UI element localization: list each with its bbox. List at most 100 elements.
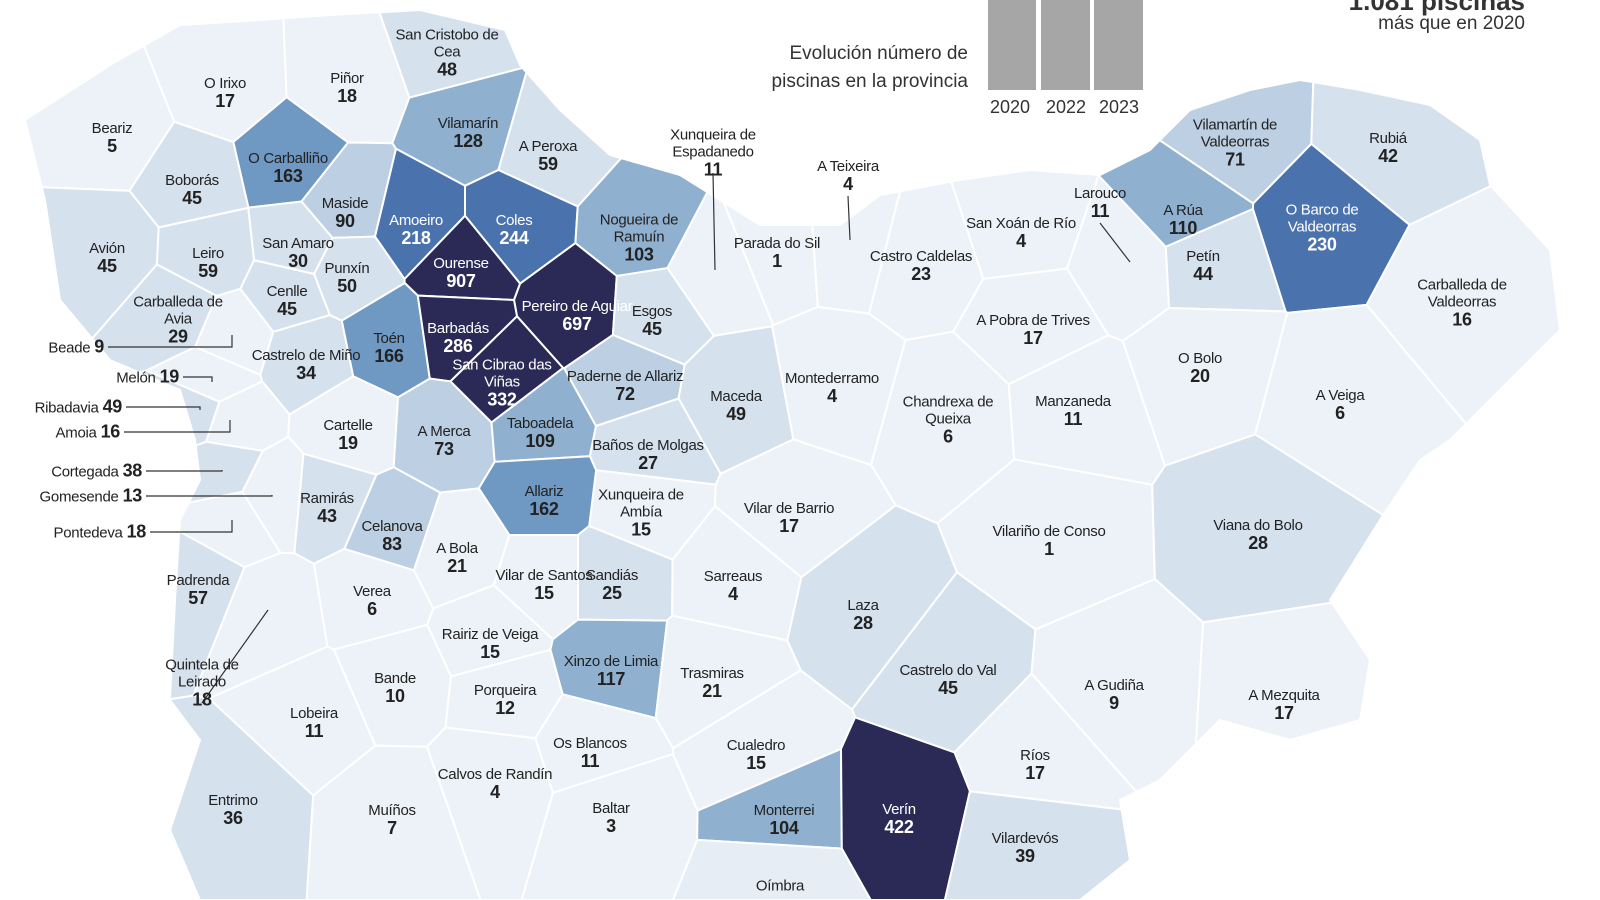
municipality-name: Sandiás xyxy=(585,567,639,584)
municipality-label: Vilar de Santos 15 xyxy=(496,567,593,603)
municipality-label: Cualedro 15 xyxy=(727,737,786,773)
municipality-name: Vilamarín xyxy=(437,115,499,132)
municipality-name: Beade xyxy=(48,339,91,357)
municipality-label: Melón 19 xyxy=(112,366,180,387)
municipality-name: Sarreaus xyxy=(703,568,763,585)
leaders xyxy=(108,172,1131,704)
municipality-name: Ramirás xyxy=(300,490,354,507)
pool-count: 422 xyxy=(884,817,914,837)
municipality-label: Petín 44 xyxy=(1186,248,1220,284)
pool-count: 30 xyxy=(288,251,308,271)
pool-count: 45 xyxy=(97,256,117,276)
municipality-name: Paderne de Allariz xyxy=(566,368,684,385)
pool-count: 57 xyxy=(188,588,208,608)
municipality-name: Vilar de Santos xyxy=(495,567,593,584)
pool-count: 45 xyxy=(182,188,202,208)
municipality-label: Calvos de Randín 4 xyxy=(438,766,553,802)
pool-count: 19 xyxy=(338,433,358,453)
municipality-label: Laza 28 xyxy=(847,597,879,633)
municipality-name: Parada do Sil xyxy=(733,235,821,252)
pool-count: 17 xyxy=(1025,763,1045,783)
pool-count: 59 xyxy=(198,261,218,281)
municipality-name: Vilariño de Conso xyxy=(992,523,1106,540)
municipality-name: Rubiá xyxy=(1369,130,1407,147)
pool-count: 21 xyxy=(447,556,467,576)
municipality-label: San Amaro 30 xyxy=(262,235,334,271)
municipality-name: O Carballiño xyxy=(248,150,328,167)
municipality-name: Oímbra xyxy=(755,877,805,895)
municipality-name: Monterrei xyxy=(753,802,815,819)
pool-count: 42 xyxy=(1378,146,1398,166)
municipality-name: Amoeiro xyxy=(389,212,443,229)
municipality-label: Porqueira 12 xyxy=(474,682,537,718)
municipality-name: A Bola xyxy=(436,540,478,557)
pool-count: 11 xyxy=(703,159,723,180)
pool-count: 4 xyxy=(728,584,738,604)
municipality-name: Rairiz de Veiga xyxy=(441,626,539,643)
pool-count: 6 xyxy=(367,599,377,619)
pool-count: 4 xyxy=(1016,231,1026,251)
evolution-bar xyxy=(1041,0,1090,90)
pool-count: 19 xyxy=(159,366,180,387)
municipality-name: A Peroxa xyxy=(518,138,578,155)
pool-count: 244 xyxy=(499,228,529,248)
municipality-label: Xunqueira de Ambía 15 xyxy=(581,487,701,540)
municipality-label: A Gudiña 9 xyxy=(1084,677,1144,713)
pool-count: 103 xyxy=(624,244,654,265)
pool-count: 43 xyxy=(317,506,337,526)
municipality xyxy=(1030,577,1205,794)
municipality xyxy=(671,838,872,900)
municipality-label: Montederramo 4 xyxy=(785,370,879,406)
municipality-name: A Veiga xyxy=(1315,387,1365,404)
leader-line xyxy=(847,195,851,241)
municipality-label: San Cibrao das Viñas 332 xyxy=(442,357,562,410)
municipality-name: Toén xyxy=(373,330,405,347)
pool-count: 17 xyxy=(779,516,799,536)
municipality xyxy=(1194,601,1372,747)
municipality-label: Padrenda 57 xyxy=(167,572,230,608)
municipality-label: Vilamarín 128 xyxy=(437,115,499,151)
pool-count: 166 xyxy=(374,346,404,366)
municipality-name: Ribadavia xyxy=(34,399,99,417)
municipality-name: Xunqueira de Espadanedo xyxy=(670,126,756,161)
municipality-name: Leiro xyxy=(192,245,224,262)
municipality-label: Trasmiras 21 xyxy=(680,665,744,701)
municipality-label: Gomesende 13 xyxy=(36,486,143,506)
municipality-name: Lobeira xyxy=(290,705,338,722)
pool-count: 15 xyxy=(631,519,651,540)
municipality-label: Pontedeva 18 xyxy=(50,522,147,542)
pool-count: 48 xyxy=(437,59,457,80)
municipality-label: Castrelo de Miño 34 xyxy=(252,347,361,383)
pool-count: 11 xyxy=(1090,201,1110,221)
pool-count: 50 xyxy=(337,276,357,296)
municipality-label: Os Blancos 11 xyxy=(553,735,627,771)
municipality xyxy=(168,694,315,900)
municipality-label: A Peroxa 59 xyxy=(518,138,578,174)
municipality-name: Taboadela xyxy=(506,415,574,432)
municipality-name: San Cibrao das Viñas xyxy=(452,356,552,391)
pool-count: 332 xyxy=(487,389,517,410)
municipality-name: Verín xyxy=(882,801,916,818)
municipality-label: Cortegada 38 xyxy=(47,461,142,481)
pool-count: 83 xyxy=(382,534,402,554)
municipality-name: Ríos xyxy=(1020,747,1050,764)
pool-count: 20 xyxy=(1190,366,1210,386)
municipality-label: Beariz 5 xyxy=(92,120,133,156)
municipality-name: Castro Caldelas xyxy=(869,248,973,265)
municipality-name: Cortegada xyxy=(51,463,119,481)
pool-count: 17 xyxy=(215,91,235,111)
municipality-label: Quintela de Leirado 18 xyxy=(142,657,262,710)
municipality-label: A Merca 73 xyxy=(418,423,471,459)
pool-count: 9 xyxy=(1109,693,1119,713)
pool-count: 17 xyxy=(1274,703,1294,723)
municipality-name: Gomesende xyxy=(39,488,119,506)
municipality-name: O Bolo xyxy=(1177,350,1223,367)
municipality-name: O Barco de Valdeorras xyxy=(1285,201,1359,236)
municipality-name: Esgos xyxy=(631,303,673,320)
cells xyxy=(23,8,1562,900)
leader-line xyxy=(712,172,716,271)
pool-count: 90 xyxy=(335,211,355,231)
municipality-label: Cartelle 19 xyxy=(323,417,373,453)
municipality-name: Bande xyxy=(374,670,416,687)
total-note: más que en 2020 xyxy=(1378,13,1525,34)
